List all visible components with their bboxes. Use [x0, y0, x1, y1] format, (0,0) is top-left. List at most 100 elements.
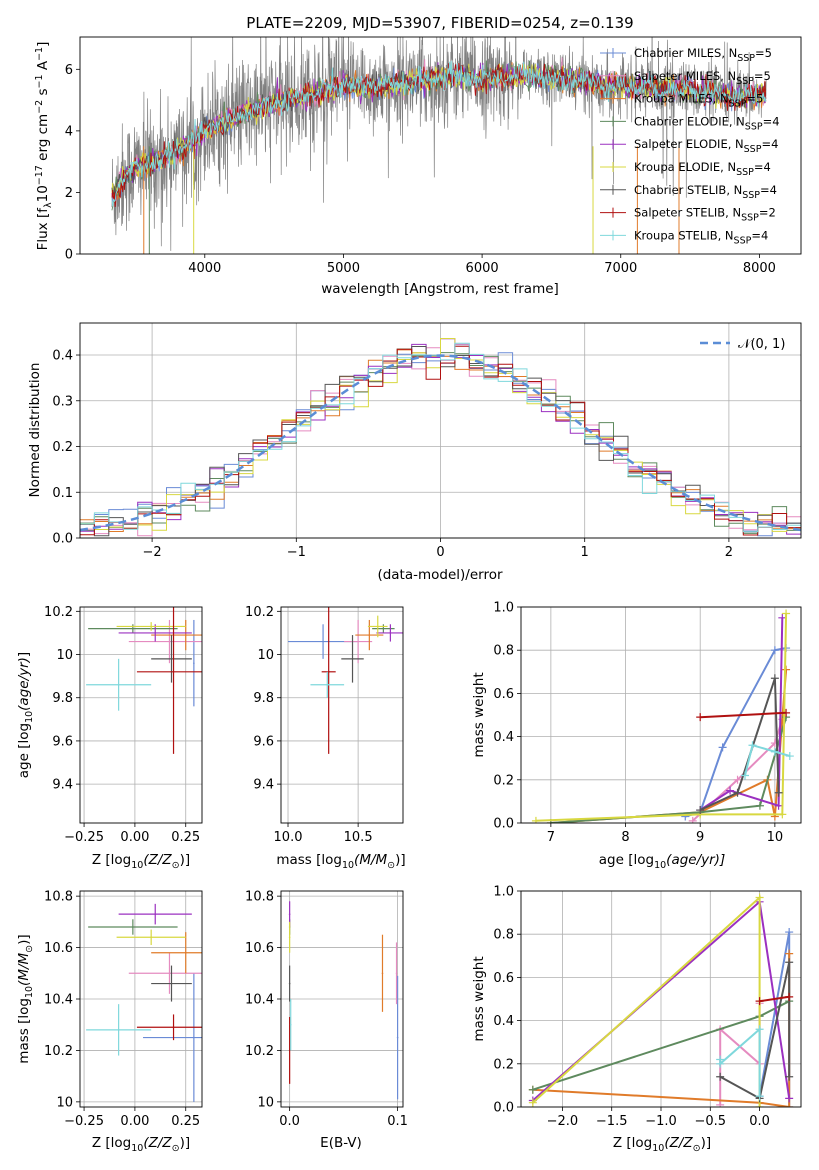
- weight-point-marker: [755, 1025, 764, 1034]
- errorbar-points: [86, 903, 202, 1102]
- weight-point-marker: [696, 806, 705, 815]
- legend-item-label: Kroupa MILES, NSSP=5: [634, 92, 763, 110]
- y-tick-label: 10.2: [245, 1044, 274, 1059]
- scatter-point: [288, 913, 291, 915]
- y-tick-label: 0.4: [493, 1014, 514, 1029]
- x-tick-label: 7: [547, 830, 555, 845]
- weight-point-marker: [774, 788, 783, 797]
- x-tick-label: 0.25: [171, 1114, 200, 1129]
- x-tick-label: 9: [696, 830, 704, 845]
- spectrum-legend: Chabrier MILES, NSSP=5 Salpeter MILES, NS…: [600, 46, 780, 246]
- scatter-point: [351, 658, 354, 660]
- histogram-series: [80, 342, 801, 537]
- y-tick-label: 10.8: [44, 890, 73, 905]
- weight-point-marker: [785, 752, 794, 761]
- y-tick-label: 9.4: [253, 778, 274, 793]
- weight-series-line: [744, 743, 791, 776]
- y-tick-label: 6: [65, 63, 73, 78]
- scatter-point: [368, 634, 371, 636]
- scatter-point: [117, 1029, 120, 1031]
- scatter-point: [154, 913, 157, 915]
- x-tick-label: −0.25: [64, 830, 104, 845]
- agem-xlabel: mass [log10(M/M⊙)]: [276, 852, 405, 871]
- weight-point-marker: [755, 893, 764, 902]
- spectrum-panel: 4000 5000 6000 7000 8000 0 2 4 6 Chabrier MILES, …: [34, 36, 802, 276]
- x-tick-label: −0.5: [695, 1114, 727, 1129]
- scatter-point: [154, 632, 157, 634]
- weight-series-line: [535, 613, 788, 822]
- scatter-point: [288, 1049, 291, 1052]
- spectrum-model-line: [111, 60, 767, 207]
- wage-ylabel: mass weight: [471, 672, 487, 757]
- y-tick-label: 0.0: [52, 532, 73, 547]
- y-tick-label: 0: [65, 248, 73, 263]
- weight-point-marker: [785, 949, 794, 958]
- y-tick-label: 10: [56, 1095, 73, 1110]
- y-tick-label: 0.0: [493, 1101, 514, 1116]
- residual-histogram-panel: −2 −1 0 1 2 0.0 0.1 0.2 0.3 0.4: [52, 322, 802, 560]
- weight-point-marker: [688, 816, 697, 823]
- age-vs-metallicity-panel: −0.25 0.00 0.25 9.4 9.6 9.8 10 10.2 Z [log10(Z/Z…: [16, 605, 203, 871]
- weight-vs-metallicity-panel: −2.0 −1.5 −1.0 −0.5 0.0 0.0 0.2 0.4 0.6 0.8 1.0 Z […: [493, 885, 802, 1154]
- weight-point-marker: [782, 609, 791, 618]
- legend-item-label: Salpeter ELODIE, NSSP=4: [634, 137, 778, 155]
- y-tick-label: 0.2: [493, 1057, 514, 1072]
- x-tick-label: 0.0: [749, 1114, 770, 1129]
- y-tick-label: 10.8: [245, 890, 274, 905]
- y-tick-label: 10: [56, 648, 73, 663]
- weight-point-marker: [716, 1100, 725, 1107]
- mass-vs-ebv-panel: 0.0 0.1 10 10.2 10.4 10.6 10.8: [245, 890, 408, 1129]
- weight-point-marker: [528, 1098, 537, 1107]
- spectrum-xlabel: wavelength [Angstrom, rest frame]: [321, 281, 559, 297]
- weight-lines: [531, 609, 794, 823]
- x-tick-label: −1.5: [596, 1114, 628, 1129]
- y-tick-label: 10.4: [44, 993, 73, 1008]
- x-tick-label: −2.0: [547, 1114, 579, 1129]
- x-tick-label: −1.0: [645, 1114, 677, 1129]
- axes-frame: [280, 890, 404, 1108]
- scatter-point: [288, 936, 291, 939]
- y-tick-label: 0.6: [493, 971, 514, 986]
- weight-point-marker: [785, 1072, 794, 1081]
- errorbar-points: [288, 607, 403, 754]
- scatter-point: [193, 1036, 195, 1039]
- weight-point-marker: [726, 786, 735, 795]
- spectrum-model-line: [111, 62, 767, 208]
- axes-frame: [79, 322, 802, 539]
- weight-point-marker: [770, 646, 779, 655]
- scatter-point: [381, 972, 384, 975]
- weight-point-marker: [718, 743, 727, 752]
- weight-point-marker: [748, 741, 757, 750]
- weight-point-marker: [716, 1072, 725, 1081]
- weight-point-marker: [785, 958, 794, 967]
- y-tick-label: 4: [65, 124, 73, 139]
- wz-ylabel: mass weight: [471, 956, 487, 1041]
- scatter-point: [288, 982, 291, 985]
- legend-item-label: Salpeter MILES, NSSP=5: [634, 69, 771, 87]
- axes-frame: [79, 890, 203, 1108]
- scatter-point: [150, 625, 152, 628]
- y-tick-label: 9.6: [52, 734, 73, 749]
- scatter-point: [382, 627, 385, 630]
- weight-series-line: [699, 617, 784, 811]
- x-tick-label: 0: [436, 545, 444, 560]
- x-tick-label: 2: [725, 545, 733, 560]
- weight-point-marker: [778, 613, 787, 622]
- weight-point-marker: [755, 1092, 764, 1101]
- scatter-point: [117, 683, 120, 686]
- mz-ylabel: mass [log10(M/M⊙)]: [16, 934, 35, 1063]
- legend-item-label: Kroupa ELODIE, NSSP=4: [634, 160, 771, 178]
- y-tick-label: 1.0: [493, 601, 514, 616]
- scatter-point: [132, 627, 134, 630]
- x-tick-label: 0.0: [279, 1114, 300, 1129]
- y-tick-label: 10.2: [44, 605, 73, 620]
- y-tick-label: 9.8: [253, 691, 274, 706]
- y-tick-label: 0.2: [52, 440, 73, 455]
- scatter-point: [289, 1023, 292, 1026]
- y-tick-label: 0.1: [52, 486, 73, 501]
- weight-point-marker: [528, 1085, 537, 1094]
- wage-xlabel: age [log10(age/yr)]: [599, 852, 725, 871]
- x-tick-label: 0.00: [120, 830, 149, 845]
- age-vs-mass-panel: 10.0 10.5 9.4 9.6 9.8 10 10.2 mass [log10(M/M⊙)…: [245, 605, 406, 871]
- mebv-xlabel: E(B-V): [320, 1135, 362, 1151]
